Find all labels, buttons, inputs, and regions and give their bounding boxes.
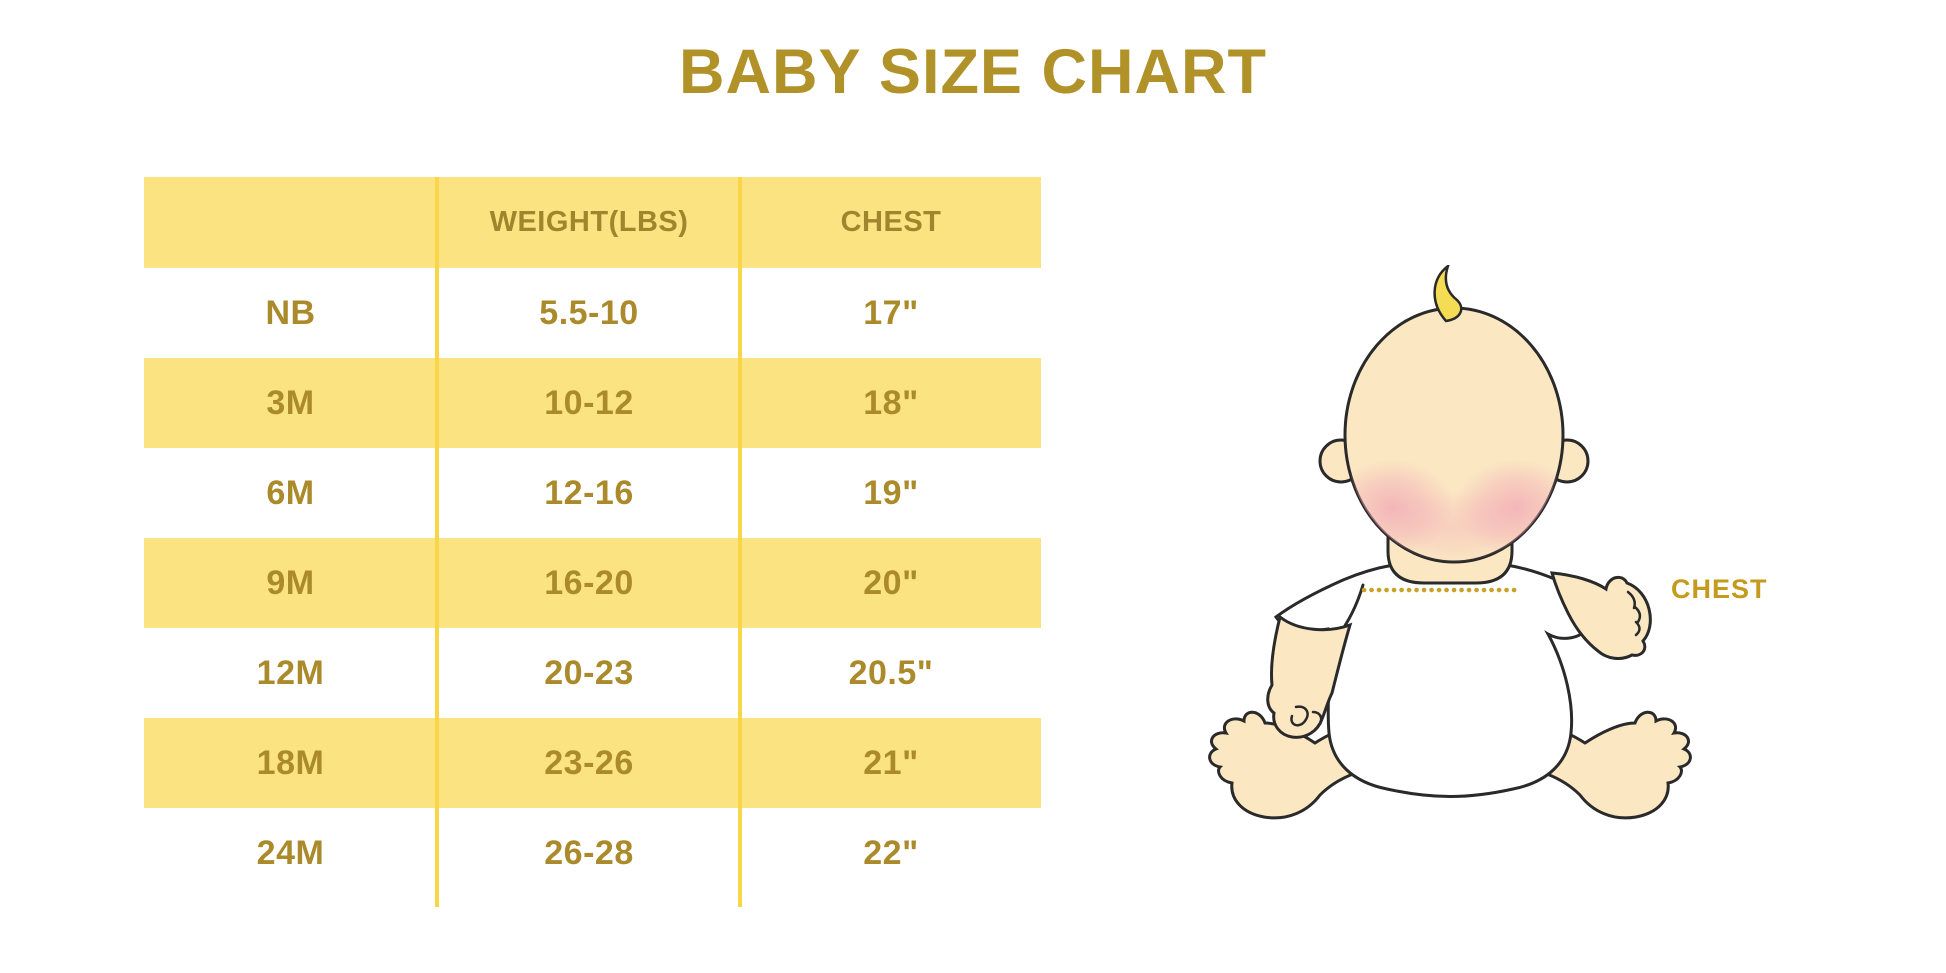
fist-finger-curl-3 [1634,620,1641,637]
size-cell: 3M [266,383,315,422]
size-cell: 24M [256,833,325,872]
table-header-row: WEIGHT(LBS) CHEST [144,177,1041,268]
left-hand-finger-curl-1 [1290,705,1309,727]
chest-cell: 19" [863,473,919,512]
size-cell: 12M [256,653,325,692]
size-table: WEIGHT(LBS) CHEST NB 5.5-10 17" 3M 10-12… [144,177,1041,912]
weight-cell: 26-28 [544,833,634,872]
weight-cell: 5.5-10 [539,293,639,332]
column-divider-2 [738,177,742,907]
table-row: 6M 12-16 19" [144,448,1041,538]
baby-left-arm [1266,614,1353,739]
baby-illustration [1180,262,1700,845]
chest-cell: 20" [863,563,919,602]
baby-hair-curl [1433,262,1463,323]
page-title: BABY SIZE CHART [679,37,1267,107]
table-row: NB 5.5-10 17" [144,268,1041,358]
table-row: 9M 16-20 20" [144,538,1041,628]
weight-cell: 10-12 [544,383,634,422]
column-divider-1 [435,177,439,907]
size-cell: NB [265,293,316,332]
header-size [144,177,437,268]
size-cell: 18M [256,743,325,782]
header-chest: CHEST [840,206,942,238]
weight-cell: 16-20 [544,563,634,602]
weight-cell: 12-16 [544,473,634,512]
baby-svg [1208,262,1692,820]
weight-cell: 23-26 [544,743,634,782]
table-row: 18M 23-26 21" [144,718,1041,808]
chest-cell: 17" [863,293,919,332]
size-cell: 9M [266,563,315,602]
table-row: 3M 10-12 18" [144,358,1041,448]
chest-cell: 20.5" [848,653,934,692]
size-cell: 6M [266,473,315,512]
table-row: 12M 20-23 20.5" [144,628,1041,718]
left-hand-finger-curl-2 [1311,710,1323,728]
chest-cell: 21" [863,743,919,782]
chest-label: CHEST [1671,574,1768,604]
table-row: 24M 26-28 22" [144,808,1041,898]
weight-cell: 20-23 [544,653,634,692]
chest-cell: 18" [863,383,919,422]
chest-cell: 22" [863,833,919,872]
fist-finger-curl-2 [1633,605,1642,624]
baby-blush [1345,459,1563,562]
baby-right-arm-fist [1549,571,1652,660]
header-weight: WEIGHT(LBS) [489,206,689,238]
